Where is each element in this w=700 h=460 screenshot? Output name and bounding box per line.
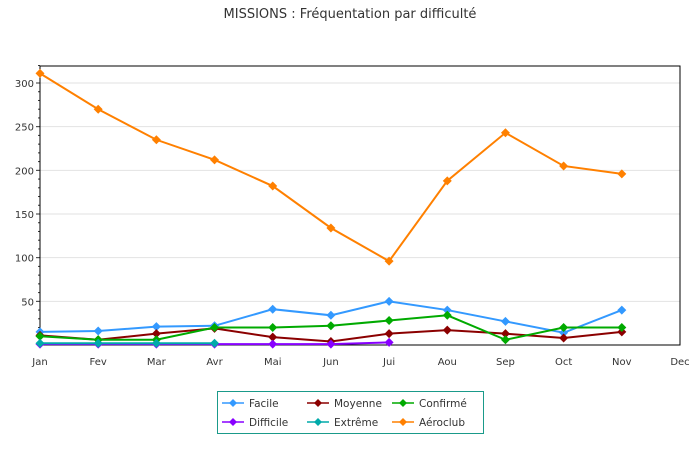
legend-marker [229, 418, 237, 426]
x-tick-label: Mai [264, 357, 282, 368]
data-point [500, 316, 510, 326]
x-tick-label: Sep [496, 357, 515, 368]
plot-frame [39, 65, 681, 346]
data-point [617, 323, 627, 333]
data-point [151, 338, 161, 348]
data-point [268, 304, 278, 314]
x-tick-label: Jun [322, 357, 339, 368]
x-tick-label: Avr [206, 357, 223, 368]
data-point [617, 305, 627, 315]
legend-label: Extrême [334, 417, 378, 429]
data-point [35, 338, 45, 348]
y-tick-label: 100 [15, 254, 34, 265]
x-tick-label: Jan [31, 357, 47, 368]
data-point [93, 338, 103, 348]
legend-label: Facile [249, 398, 279, 410]
data-point [151, 135, 161, 145]
x-tick-label: Nov [612, 357, 632, 368]
data-point [93, 326, 103, 336]
legend-marker [314, 399, 322, 407]
data-point [326, 339, 336, 349]
legend-marker [314, 418, 322, 426]
data-point [268, 339, 278, 349]
data-point [210, 323, 220, 333]
data-point [326, 223, 336, 233]
y-tick-label: 50 [21, 297, 34, 308]
data-point [617, 169, 627, 179]
data-point [442, 176, 452, 186]
data-point [326, 321, 336, 331]
y-tick-label: 250 [15, 123, 34, 134]
data-point [268, 332, 278, 342]
series-line-5 [39, 72, 622, 263]
data-point [151, 329, 161, 339]
data-point [384, 337, 394, 347]
x-tick-label: Fev [90, 357, 107, 368]
legend-marker [399, 399, 407, 407]
data-point [559, 333, 569, 343]
data-point [500, 128, 510, 138]
data-point [210, 338, 220, 348]
data-point [442, 310, 452, 320]
y-tick-label: 200 [15, 166, 34, 177]
data-point [384, 256, 394, 266]
data-point [151, 322, 161, 332]
data-point [268, 181, 278, 191]
data-point [326, 310, 336, 320]
data-point [93, 104, 103, 114]
x-tick-label: Aou [438, 357, 457, 368]
x-tick-label: Mar [147, 357, 167, 368]
data-point [500, 335, 510, 345]
x-tick-label: Dec [670, 357, 689, 368]
data-point [384, 316, 394, 326]
data-point [384, 296, 394, 306]
legend-box [217, 391, 484, 434]
data-point [559, 161, 569, 171]
legend-marker [229, 399, 237, 407]
x-tick-label: Jui [382, 357, 395, 368]
legend-label: Moyenne [334, 398, 382, 410]
legend-label: Difficile [249, 417, 288, 429]
chart-title: MISSIONS : Fréquentation par difficulté [224, 7, 477, 22]
data-point [559, 323, 569, 333]
data-point [384, 329, 394, 339]
data-point [559, 328, 569, 338]
legend-label: Aéroclub [419, 417, 465, 429]
y-tick-label: 150 [15, 210, 34, 221]
legend-label: Confirmé [419, 398, 467, 410]
data-point [35, 68, 45, 78]
data-point [268, 323, 278, 333]
data-point [35, 331, 45, 341]
data-point [442, 325, 452, 335]
y-tick-label: 300 [15, 79, 34, 90]
data-point [210, 155, 220, 165]
data-point [500, 329, 510, 339]
x-tick-label: Oct [555, 357, 572, 368]
legend-marker [399, 418, 407, 426]
data-point [442, 305, 452, 315]
